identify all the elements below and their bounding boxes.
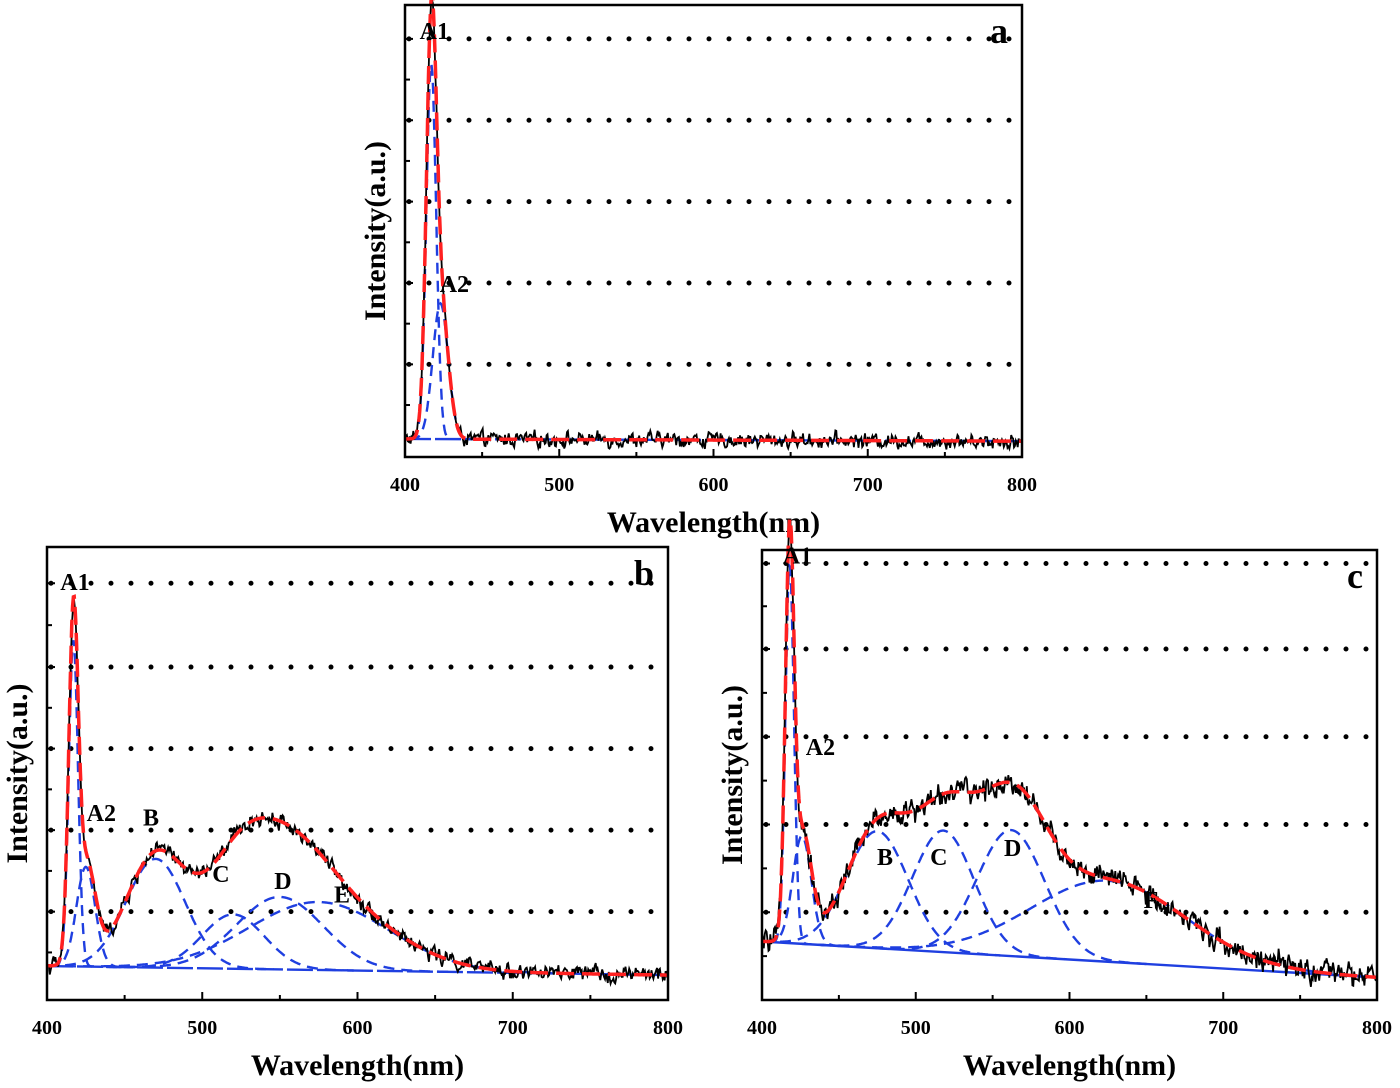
peak-label-b: B (877, 845, 893, 871)
plot-frame (403, 3, 1024, 459)
component-peak-f (800, 879, 1377, 979)
peak-label-a1: A1 (60, 570, 89, 596)
x-tick-label: 600 (699, 474, 729, 496)
component-peak-a1 (54, 640, 93, 968)
x-tick-label: 400 (32, 1017, 62, 1039)
component-peak-d (875, 828, 1147, 966)
x-tick-label: 400 (390, 474, 420, 496)
peak-label-c: C (930, 845, 947, 871)
component-peak-a1 (411, 61, 451, 441)
peak-label-e: E (334, 883, 350, 909)
component-peak-b (762, 829, 1001, 957)
x-tick-label: 700 (853, 474, 883, 496)
peak-label-a2: A2 (806, 735, 835, 761)
x-tick-label: 500 (901, 1017, 931, 1039)
chart-panel-a: 400 500 600 700 800 Wavelength(nm) Intensity(a… (359, 0, 1037, 539)
x-tick-label: 500 (544, 474, 574, 496)
peak-label-d: D (1004, 836, 1021, 862)
peak-label-b: B (143, 806, 159, 832)
measured-spectrum (404, 0, 1023, 452)
x-axis-title: Wavelength(nm) (251, 1049, 464, 1082)
fit-curve (762, 514, 1377, 980)
fit-curve (405, 0, 1022, 443)
y-axis-title: Intensity(a.u.) (716, 685, 749, 865)
plot-frame (760, 548, 1379, 1002)
y-axis-title: Intensity(a.u.) (359, 141, 392, 321)
x-axis-title: Wavelength(nm) (963, 1049, 1176, 1082)
fit-curve (47, 594, 668, 977)
x-tick-label: 500 (187, 1017, 217, 1039)
panel-letter: c (1347, 556, 1363, 596)
peak-label-a1: A1 (420, 19, 449, 45)
x-tick-label: 400 (747, 1017, 777, 1039)
component-peak-c (109, 913, 358, 972)
x-tick-label: 600 (1055, 1017, 1085, 1039)
peak-label-a1: A1 (783, 544, 812, 570)
x-tick-label: 600 (343, 1017, 373, 1039)
component-peak-d (106, 895, 454, 974)
component-peak-c (820, 829, 1067, 961)
x-tick-label: 800 (1362, 1017, 1392, 1039)
baseline (761, 940, 1378, 979)
x-tick-label: 800 (653, 1017, 683, 1039)
measured-spectrum (761, 524, 1377, 988)
x-tick-label: 700 (498, 1017, 528, 1039)
component-peak-b (47, 857, 274, 971)
component-peak-a2 (48, 865, 124, 969)
panel-letter: b (634, 553, 654, 593)
panel-letter: a (990, 11, 1008, 51)
chart-panel-c: 400 500 600 700 800 Wavelength(nm) Intensity(a… (716, 514, 1392, 1082)
plot-frame (45, 545, 670, 1002)
peak-label-c: C (212, 862, 229, 888)
x-axis-title: Wavelength(nm) (607, 506, 820, 539)
x-tick-label: 800 (1007, 474, 1037, 496)
y-axis-title: Intensity(a.u.) (1, 683, 34, 863)
measured-spectrum (46, 599, 669, 988)
peak-label-f: F (1144, 888, 1159, 914)
chart-panel-b: 400 500 600 700 800 Wavelength(nm) Intensity(a… (1, 545, 683, 1082)
peak-label-a2: A2 (87, 801, 116, 827)
component-peak-a1 (772, 562, 807, 946)
x-tick-label: 700 (1208, 1017, 1238, 1039)
peak-label-d: D (274, 869, 291, 895)
peak-label-a2: A2 (440, 272, 469, 298)
